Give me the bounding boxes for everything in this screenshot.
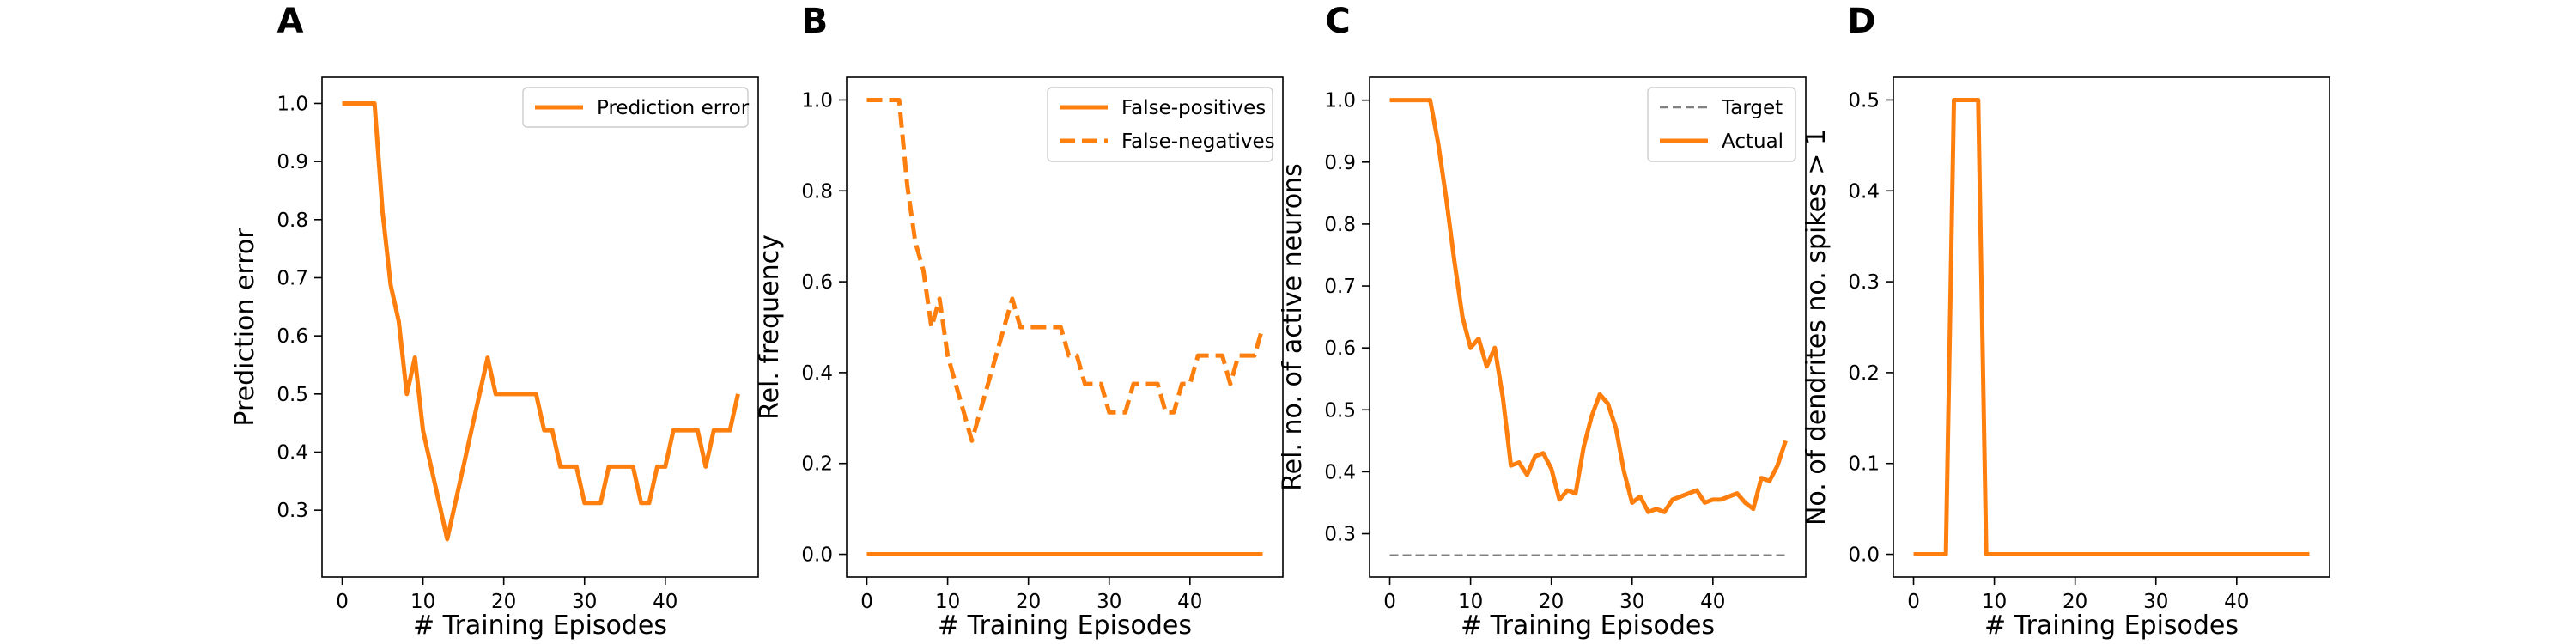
x-tick-label: 30 <box>2143 591 2168 613</box>
y-axis-label: Prediction error <box>230 228 260 427</box>
x-axis-label: # Training Episodes <box>1461 611 1715 641</box>
y-tick-label: 0.6 <box>801 271 833 294</box>
x-tick-label: 10 <box>1458 591 1483 613</box>
panel-d: D 0 10 20 30 40 0.0 0.1 0.2 0.3 0.4 0.5 # Training E… <box>1801 2 2330 641</box>
y-tick-label: 0.4 <box>801 362 833 385</box>
x-tick-label: 40 <box>2224 591 2249 613</box>
y-tick-label: 0.5 <box>1324 399 1356 422</box>
y-tick-label: 0.8 <box>1324 214 1356 236</box>
y-tick-label: 0.7 <box>1324 276 1356 298</box>
y-tick-label: 0.2 <box>1848 362 1880 385</box>
y-tick-label: 0.1 <box>1848 453 1880 476</box>
x-tick-label: 30 <box>1619 591 1644 613</box>
panel-a: A 0 10 20 30 40 0.3 0.4 0.5 0.6 0.7 0.8 0.9 1.0 # Trai… <box>230 2 759 641</box>
panel-c: C 0 10 20 30 40 0.3 0.4 0.5 0.6 0.7 0.8 0.9 1.0 # Trai… <box>1278 2 1807 641</box>
y-axis-label: No. of dendrites no. spikes > 1 <box>1801 129 1832 526</box>
legend-entry: False-positives <box>1121 97 1266 119</box>
actual-line <box>1389 98 1788 514</box>
y-tick-label: 0.9 <box>1324 152 1356 174</box>
legend-box <box>522 87 749 128</box>
x-tick-label: 30 <box>1097 591 1121 613</box>
x-tick-label: 10 <box>410 591 435 613</box>
legend: False-positives False-negatives <box>1047 87 1275 162</box>
x-axis-label: # Training Episodes <box>413 611 667 641</box>
panel-letter: C <box>1325 2 1350 41</box>
panel-letter: D <box>1847 2 1875 41</box>
axes-frame <box>846 76 1284 578</box>
y-tick-label: 0.0 <box>801 544 833 567</box>
x-tick-label: 30 <box>572 591 597 613</box>
y-tick-label: 0.2 <box>801 453 833 476</box>
x-tick-label: 0 <box>1907 591 1920 613</box>
x-tick-label: 10 <box>935 591 960 613</box>
y-axis-label: Rel. frequency <box>755 234 785 420</box>
legend-entry: False-negatives <box>1121 131 1275 153</box>
legend-entry: Prediction error <box>597 97 750 119</box>
y-tick-label: 0.5 <box>276 384 308 406</box>
y-tick-label: 0.6 <box>276 325 308 348</box>
x-tick-label: 40 <box>1700 591 1725 613</box>
x-tick-label: 0 <box>336 591 349 613</box>
y-tick-label: 0.5 <box>1848 89 1880 112</box>
x-tick-label: 40 <box>1177 591 1202 613</box>
x-tick-label: 20 <box>491 591 516 613</box>
x-tick-label: 20 <box>1016 591 1041 613</box>
y-tick-label: 0.6 <box>1324 337 1356 360</box>
y-tick-label: 0.7 <box>276 267 308 289</box>
false-negatives-line <box>866 97 1265 443</box>
legend-entry: Target <box>1721 97 1783 119</box>
axes-frame <box>1893 76 2330 578</box>
panel-letter: B <box>802 2 829 41</box>
x-axis-label: # Training Episodes <box>938 611 1192 641</box>
y-tick-label: 0.4 <box>276 442 308 465</box>
prediction-error-line <box>342 100 740 542</box>
panel-letter: A <box>277 2 304 41</box>
x-tick-label: 0 <box>860 591 873 613</box>
series-line <box>1913 97 2310 557</box>
y-axis-label: Rel. no. of active neurons <box>1278 163 1308 491</box>
y-tick-label: 1.0 <box>276 93 308 115</box>
y-tick-label: 0.3 <box>1848 271 1880 294</box>
axes-frame <box>1369 76 1807 578</box>
y-tick-label: 0.9 <box>276 151 308 173</box>
y-tick-label: 0.4 <box>1848 180 1880 203</box>
y-tick-label: 0.8 <box>801 180 833 203</box>
y-tick-label: 0.3 <box>1324 524 1356 546</box>
legend: Prediction error <box>522 87 750 128</box>
y-tick-label: 0.8 <box>276 210 308 232</box>
x-tick-label: 20 <box>1539 591 1564 613</box>
y-tick-label: 0.4 <box>1324 461 1356 483</box>
legend-entry: Actual <box>1722 131 1783 153</box>
x-tick-label: 40 <box>653 591 677 613</box>
y-tick-label: 0.3 <box>276 500 308 522</box>
x-tick-label: 0 <box>1383 591 1396 613</box>
y-tick-label: 1.0 <box>1324 90 1356 112</box>
x-axis-label: # Training Episodes <box>1984 611 2239 641</box>
x-tick-label: 10 <box>1982 591 2007 613</box>
y-tick-label: 1.0 <box>801 89 833 112</box>
panel-b: B 0 10 20 30 40 0.0 0.2 0.4 0.6 0.8 1.0 # Training E… <box>755 2 1284 641</box>
axes-frame <box>321 76 759 578</box>
legend: Target Actual <box>1647 87 1796 162</box>
y-tick-label: 0.0 <box>1848 544 1880 567</box>
x-tick-label: 20 <box>2063 591 2087 613</box>
